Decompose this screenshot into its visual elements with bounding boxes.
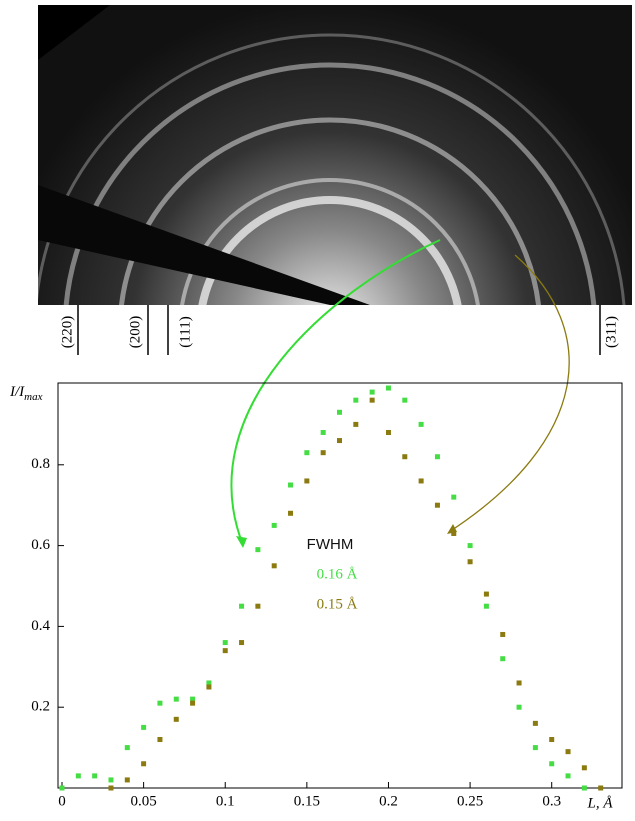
point bbox=[467, 559, 473, 565]
peak-label: (220) bbox=[59, 316, 75, 349]
point bbox=[304, 478, 310, 484]
point bbox=[369, 389, 375, 395]
point bbox=[549, 761, 555, 767]
point bbox=[173, 716, 179, 722]
point bbox=[483, 591, 489, 597]
y-tick-label: 0.4 bbox=[31, 618, 50, 634]
point bbox=[467, 543, 473, 549]
point bbox=[124, 745, 130, 751]
point bbox=[434, 454, 440, 460]
point bbox=[206, 684, 212, 690]
x-tick-label: 0.05 bbox=[130, 793, 156, 809]
point bbox=[108, 785, 114, 791]
y-tick-label: 0.6 bbox=[31, 537, 50, 553]
peak-label: (111) bbox=[177, 316, 193, 347]
annotation: 0.15 Å bbox=[317, 596, 358, 612]
point bbox=[402, 397, 408, 403]
point bbox=[222, 640, 228, 646]
point bbox=[581, 765, 587, 771]
point bbox=[288, 482, 294, 488]
point bbox=[75, 773, 81, 779]
point bbox=[141, 761, 147, 767]
point bbox=[141, 724, 147, 730]
point bbox=[255, 603, 261, 609]
x-tick-label: 0 bbox=[58, 793, 66, 809]
point bbox=[451, 530, 457, 536]
point bbox=[320, 450, 326, 456]
y-axis-label: I/Imax bbox=[9, 384, 43, 402]
point bbox=[402, 454, 408, 460]
arrow bbox=[230, 239, 441, 546]
point bbox=[206, 680, 212, 686]
point bbox=[271, 522, 277, 528]
point bbox=[124, 777, 130, 783]
x-tick-label: 0.1 bbox=[216, 793, 235, 809]
point bbox=[239, 603, 245, 609]
point bbox=[500, 631, 506, 637]
x-tick-label: 0.25 bbox=[457, 793, 483, 809]
point bbox=[353, 421, 359, 427]
point bbox=[337, 409, 342, 415]
point bbox=[549, 737, 555, 743]
point bbox=[581, 785, 587, 791]
point bbox=[483, 603, 489, 609]
point bbox=[565, 749, 571, 755]
arrow bbox=[448, 254, 570, 533]
point bbox=[320, 429, 326, 435]
point bbox=[385, 429, 391, 435]
x-tick-label: 0.3 bbox=[542, 793, 561, 809]
diffraction-image bbox=[38, 5, 632, 305]
x-axis-label: L, Å bbox=[586, 795, 613, 811]
point bbox=[190, 696, 196, 702]
point bbox=[337, 438, 342, 444]
point bbox=[516, 704, 522, 710]
point bbox=[255, 547, 261, 553]
point bbox=[304, 450, 310, 456]
point bbox=[532, 745, 538, 751]
point bbox=[532, 720, 538, 726]
point bbox=[353, 397, 359, 403]
point bbox=[271, 563, 277, 569]
point bbox=[92, 773, 98, 779]
peak-label: (200) bbox=[127, 316, 143, 349]
point bbox=[157, 737, 163, 743]
point bbox=[516, 680, 522, 686]
annotation: FWHM bbox=[307, 536, 354, 553]
point bbox=[385, 385, 391, 391]
point bbox=[418, 421, 424, 427]
y-tick-label: 0.2 bbox=[31, 699, 50, 715]
plot-frame bbox=[57, 382, 623, 789]
point bbox=[157, 700, 163, 706]
point bbox=[500, 656, 506, 662]
point bbox=[451, 494, 457, 500]
peak-label: (311) bbox=[603, 316, 619, 348]
x-tick-label: 0.2 bbox=[379, 793, 398, 809]
point bbox=[108, 777, 114, 783]
point bbox=[598, 785, 604, 791]
y-tick-label: 0.8 bbox=[31, 456, 50, 472]
point bbox=[173, 696, 179, 702]
x-tick-label: 0.15 bbox=[294, 793, 320, 809]
point bbox=[239, 640, 245, 646]
point bbox=[434, 502, 440, 508]
point bbox=[59, 785, 65, 791]
point bbox=[369, 397, 375, 403]
annotation: 0.16 Å bbox=[317, 566, 358, 582]
point bbox=[190, 700, 196, 706]
point bbox=[288, 510, 294, 516]
point bbox=[565, 773, 571, 779]
point bbox=[222, 648, 228, 654]
point bbox=[418, 478, 424, 484]
